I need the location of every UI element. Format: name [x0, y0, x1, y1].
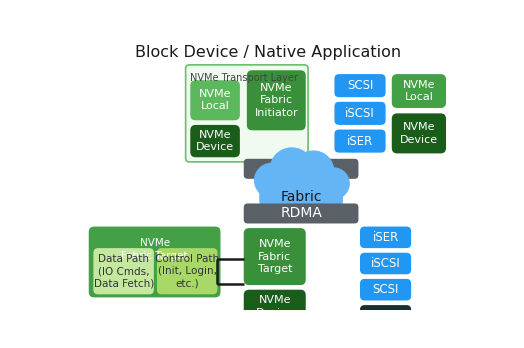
FancyBboxPatch shape	[259, 183, 343, 209]
Text: RDMA: RDMA	[280, 162, 322, 176]
Circle shape	[255, 164, 289, 197]
Text: Control Path
(Init, Login,
etc.): Control Path (Init, Login, etc.)	[155, 254, 219, 288]
Text: iSER: iSER	[373, 231, 399, 244]
FancyBboxPatch shape	[360, 305, 411, 327]
Text: Fabric: Fabric	[280, 190, 322, 204]
FancyBboxPatch shape	[360, 279, 411, 300]
FancyBboxPatch shape	[360, 227, 411, 248]
Text: iSCSI: iSCSI	[345, 107, 375, 120]
Text: NVMe
Local: NVMe Local	[199, 89, 231, 111]
FancyBboxPatch shape	[244, 290, 305, 324]
FancyBboxPatch shape	[360, 253, 411, 274]
FancyBboxPatch shape	[190, 80, 240, 120]
FancyBboxPatch shape	[157, 248, 217, 294]
Text: NVMe
Local: NVMe Local	[402, 80, 435, 102]
FancyBboxPatch shape	[247, 70, 305, 130]
FancyBboxPatch shape	[89, 227, 221, 298]
FancyBboxPatch shape	[185, 65, 308, 162]
Text: Block Device / Native Application: Block Device / Native Application	[136, 45, 401, 60]
FancyBboxPatch shape	[334, 74, 386, 97]
Circle shape	[270, 148, 313, 191]
FancyBboxPatch shape	[93, 248, 154, 294]
Text: NVMe
Device: NVMe Device	[400, 122, 438, 144]
Text: NVMe
Fabric
Initiator: NVMe Fabric Initiator	[255, 83, 298, 118]
FancyBboxPatch shape	[392, 74, 446, 108]
FancyBboxPatch shape	[334, 102, 386, 125]
Text: NVMe
Device: NVMe Device	[256, 295, 294, 318]
Text: iSER: iSER	[347, 135, 373, 148]
Text: Target SW: Target SW	[357, 311, 413, 321]
FancyBboxPatch shape	[244, 159, 358, 179]
FancyBboxPatch shape	[334, 129, 386, 153]
Text: Data Path
(IO Cmds,
Data Fetch): Data Path (IO Cmds, Data Fetch)	[93, 254, 154, 288]
Text: RDMA: RDMA	[280, 206, 322, 221]
Text: iSCSI: iSCSI	[370, 257, 400, 270]
Text: NVMe
Device: NVMe Device	[196, 130, 234, 152]
Text: NVMe
Fabric
Target: NVMe Fabric Target	[257, 239, 292, 274]
FancyBboxPatch shape	[244, 204, 358, 223]
Circle shape	[293, 151, 334, 191]
Text: SCSI: SCSI	[347, 79, 373, 92]
FancyBboxPatch shape	[190, 125, 240, 157]
Text: NVMe Transport Layer: NVMe Transport Layer	[190, 73, 298, 82]
Circle shape	[318, 168, 349, 199]
Text: SCSI: SCSI	[373, 283, 399, 296]
FancyBboxPatch shape	[244, 228, 305, 285]
Text: NVMe
Fabric Target: NVMe Fabric Target	[122, 238, 188, 261]
FancyBboxPatch shape	[392, 113, 446, 153]
